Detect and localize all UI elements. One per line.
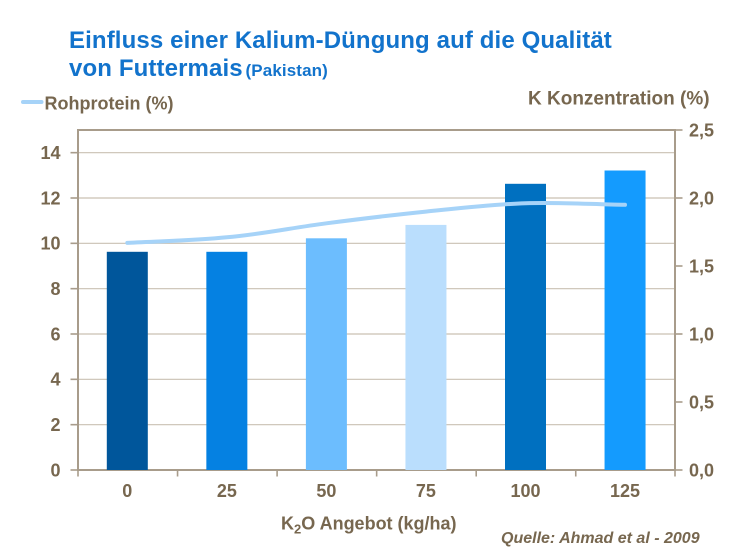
svg-text:0,5: 0,5 — [689, 393, 714, 413]
svg-text:6: 6 — [50, 324, 60, 344]
svg-text:Rohprotein (%): Rohprotein (%) — [45, 94, 174, 114]
svg-text:8: 8 — [50, 279, 60, 299]
svg-text:K Konzentration (%): K Konzentration (%) — [528, 89, 710, 110]
svg-text:10: 10 — [40, 234, 60, 254]
svg-text:0: 0 — [50, 460, 60, 480]
svg-text:4: 4 — [50, 370, 60, 390]
svg-text:0,0: 0,0 — [689, 461, 714, 481]
svg-text:1,5: 1,5 — [689, 257, 714, 277]
svg-text:14: 14 — [40, 143, 60, 163]
svg-text:100: 100 — [510, 481, 540, 501]
svg-text:K2O Angebot (kg/ha): K2O Angebot (kg/ha) — [281, 514, 457, 537]
svg-text:50: 50 — [316, 481, 336, 501]
svg-text:12: 12 — [40, 188, 60, 208]
svg-text:25: 25 — [217, 481, 237, 501]
svg-text:Quelle: Ahmad et al - 2009: Quelle: Ahmad et al - 2009 — [501, 530, 700, 547]
svg-text:1,0: 1,0 — [689, 325, 714, 345]
svg-text:125: 125 — [610, 481, 640, 501]
svg-text:2,0: 2,0 — [689, 189, 714, 209]
svg-text:2: 2 — [50, 415, 60, 435]
svg-text:2,5: 2,5 — [689, 121, 714, 141]
svg-text:Einfluss einer Kalium-Düngung: Einfluss einer Kalium-Düngung auf die Qu… — [69, 27, 612, 54]
svg-text:75: 75 — [416, 481, 436, 501]
svg-text:von Futtermais (Pakistan): von Futtermais (Pakistan) — [69, 55, 328, 82]
svg-text:0: 0 — [122, 481, 132, 501]
